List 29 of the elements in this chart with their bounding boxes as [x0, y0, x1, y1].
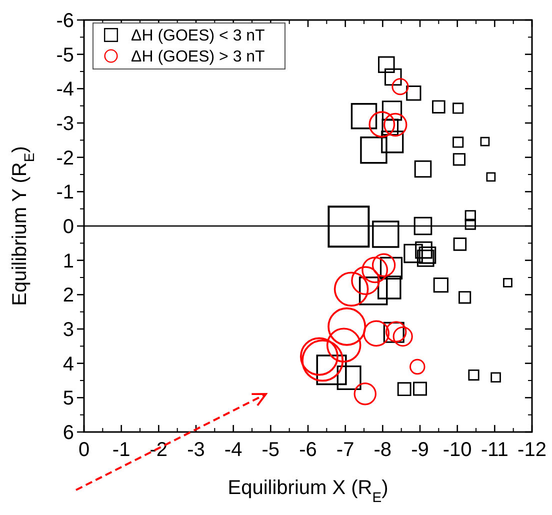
y-tick-label: -1 — [56, 182, 74, 204]
x-tick-label: -11 — [480, 439, 508, 461]
x-tick-label: -5 — [262, 439, 280, 461]
x-tick-label: -8 — [374, 439, 392, 461]
y-tick-label: -2 — [56, 147, 74, 170]
x-tick-label: 0 — [78, 439, 90, 461]
y-tick-label: 4 — [62, 353, 74, 376]
x-tick-label: -6 — [299, 439, 317, 461]
legend-label: ΔH (GOES) > 3 nT — [131, 48, 266, 66]
y-tick-label: 3 — [62, 319, 74, 341]
y-tick-label: 0 — [62, 216, 74, 238]
y-tick-label: -5 — [56, 44, 74, 66]
y-tick-label: 2 — [62, 284, 74, 307]
x-tick-label: -1 — [112, 439, 130, 461]
y-tick-label: 5 — [62, 388, 74, 410]
y-tick-label: 1 — [62, 250, 74, 272]
x-axis-title: Equilibrium X (R$_{E}$) — [228, 477, 388, 505]
y-tick-label: -3 — [56, 113, 74, 135]
x-tick-label: -9 — [411, 439, 429, 461]
y-tick-label: -6 — [56, 10, 74, 32]
x-tick-label: -4 — [224, 439, 242, 461]
x-tick-label: -3 — [187, 439, 205, 461]
legend-label: ΔH (GOES) < 3 nT — [131, 28, 266, 45]
y-tick-label: 6 — [62, 422, 74, 444]
y-tick-label: -4 — [56, 78, 74, 101]
x-tick-label: -10 — [442, 439, 472, 461]
x-tick-label: -12 — [518, 439, 546, 461]
x-tick-label: -2 — [150, 439, 168, 461]
x-tick-label: -7 — [336, 439, 354, 461]
